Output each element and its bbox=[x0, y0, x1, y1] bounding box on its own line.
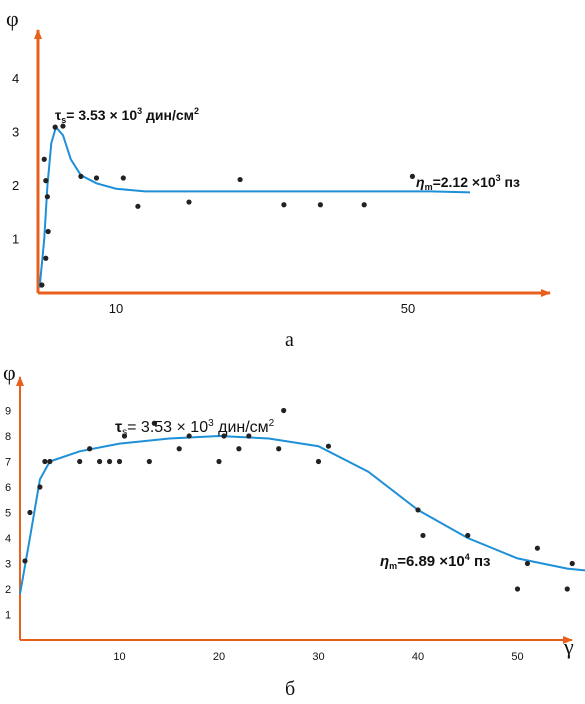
fit-curve bbox=[38, 125, 471, 288]
y-tick-label: 3 bbox=[5, 559, 11, 571]
data-point bbox=[246, 433, 252, 439]
y-tick-label: 3 bbox=[12, 125, 19, 140]
data-point bbox=[121, 433, 128, 439]
y-axis-label: φ bbox=[6, 6, 19, 31]
data-point bbox=[37, 484, 43, 490]
data-point bbox=[420, 532, 426, 539]
data-point bbox=[281, 202, 287, 208]
data-point bbox=[42, 458, 48, 465]
data-point bbox=[524, 560, 531, 567]
y-tick-label: 4 bbox=[12, 71, 19, 86]
data-point bbox=[276, 446, 282, 452]
data-point bbox=[47, 458, 53, 465]
y-tick-label: 9 bbox=[5, 406, 11, 418]
y-tick-label: 5 bbox=[5, 508, 11, 520]
y-tick-label: 7 bbox=[5, 457, 11, 469]
data-point bbox=[221, 433, 227, 439]
x-tick-label: 30 bbox=[312, 651, 324, 663]
data-point bbox=[465, 532, 471, 539]
y-tick-label: 2 bbox=[5, 584, 11, 596]
data-point bbox=[237, 176, 243, 183]
data-point bbox=[564, 586, 570, 592]
data-point bbox=[77, 458, 83, 465]
eta-annotation: ηm=2.12 ×103 пз bbox=[416, 173, 520, 192]
data-point bbox=[409, 173, 416, 179]
eta-annotation: ηm=6.89 ×104 пз bbox=[380, 552, 490, 571]
data-point bbox=[415, 507, 421, 513]
data-point bbox=[60, 123, 66, 129]
data-point bbox=[52, 124, 58, 130]
data-point bbox=[116, 458, 123, 465]
data-point bbox=[44, 194, 50, 200]
data-point bbox=[236, 446, 242, 452]
data-point bbox=[87, 446, 93, 452]
x-tick-label: 10 bbox=[109, 301, 123, 316]
data-point bbox=[317, 202, 323, 208]
y-tick-label: 8 bbox=[5, 431, 11, 443]
y-axis-label: φ bbox=[3, 360, 16, 385]
tau-annotation: τs= 3.53 × 103 дин/см2 bbox=[115, 418, 275, 438]
y-tick-label: 1 bbox=[12, 232, 19, 247]
y-tick-label: 6 bbox=[5, 482, 11, 494]
x-tick-label: 20 bbox=[213, 651, 225, 663]
data-point bbox=[22, 558, 28, 564]
data-point bbox=[151, 420, 157, 426]
x-axis-label: γ bbox=[563, 634, 574, 659]
x-tick-label: 50 bbox=[401, 301, 415, 316]
data-point bbox=[315, 458, 322, 465]
data-point bbox=[534, 545, 541, 551]
y-tick-label: 1 bbox=[5, 610, 11, 622]
data-point bbox=[120, 175, 126, 181]
data-point bbox=[43, 255, 49, 261]
data-point bbox=[569, 560, 575, 567]
data-point bbox=[216, 458, 222, 465]
data-point bbox=[325, 443, 332, 449]
panel-label-a: а bbox=[285, 329, 294, 351]
data-point bbox=[281, 407, 287, 414]
data-point bbox=[43, 178, 49, 184]
data-point bbox=[78, 173, 84, 179]
x-tick-label: 50 bbox=[511, 651, 523, 663]
data-point bbox=[186, 433, 192, 439]
data-point bbox=[27, 509, 33, 516]
data-point bbox=[186, 199, 192, 205]
data-point bbox=[106, 458, 113, 465]
x-tick-label: 40 bbox=[412, 651, 424, 663]
data-point bbox=[39, 282, 45, 288]
data-point bbox=[146, 458, 152, 465]
y-tick-label: 4 bbox=[5, 533, 11, 545]
data-point bbox=[135, 203, 141, 209]
data-point bbox=[514, 586, 521, 592]
data-point bbox=[97, 458, 103, 465]
data-point bbox=[93, 175, 100, 181]
x-tick-label: 10 bbox=[113, 651, 125, 663]
tau-annotation: τs= 3.53 × 103 дин/см2 bbox=[55, 106, 199, 125]
fit-curve bbox=[19, 434, 585, 595]
data-point bbox=[176, 446, 182, 452]
data-point bbox=[361, 202, 367, 208]
data-point bbox=[45, 228, 51, 235]
y-tick-label: 2 bbox=[12, 178, 19, 193]
panel-label-b: б bbox=[285, 678, 295, 700]
chart-panel-a: φ 1 2 3 4 10 50 τs= 3.53 × 103 дин/см2 ηm=2.… bbox=[6, 6, 551, 351]
data-point bbox=[41, 156, 47, 162]
